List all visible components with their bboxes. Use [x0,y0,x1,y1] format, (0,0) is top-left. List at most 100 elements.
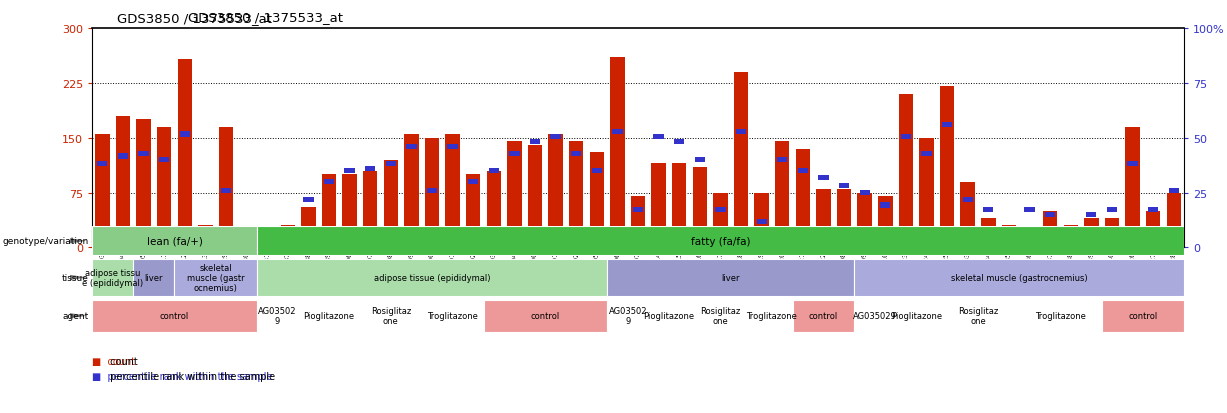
Bar [528,146,542,248]
Bar [548,135,563,248]
Bar [858,193,872,248]
Bar [345,169,355,174]
Bar [157,127,172,248]
Bar [777,158,788,163]
Polygon shape [70,275,87,280]
Bar [282,240,293,244]
Bar [260,233,275,248]
Bar [487,171,501,248]
Bar [590,153,604,248]
Text: Rosiglitaz
one: Rosiglitaz one [371,306,411,325]
Bar [798,169,809,174]
Bar [551,134,561,140]
Bar [652,164,666,248]
Bar [896,300,936,332]
Bar [1065,229,1076,234]
Bar [1045,212,1055,218]
Text: GDS3850 / 1375533_at: GDS3850 / 1375533_at [188,11,342,24]
Bar [1001,226,1016,248]
Bar [839,183,849,188]
Bar [793,300,854,332]
Bar [1102,300,1184,332]
Bar [218,127,233,248]
Bar [385,161,396,166]
Text: liver: liver [721,273,740,282]
Bar [1086,212,1097,218]
Bar [239,230,254,248]
Bar [321,175,336,248]
Text: AG035029: AG035029 [853,311,897,320]
Text: Troglitazone: Troglitazone [427,311,479,320]
Bar [360,300,422,332]
Bar [648,300,690,332]
Bar [607,259,854,297]
Bar [115,116,130,248]
Bar [983,207,994,212]
Bar [1020,300,1102,332]
Bar [713,193,728,248]
Bar [448,145,458,150]
Text: liver: liver [145,273,163,282]
Bar [755,193,769,248]
Bar [1167,193,1180,248]
Bar [303,198,314,203]
Text: lean (fa/+): lean (fa/+) [146,236,202,246]
Bar [880,203,891,208]
Bar [298,300,360,332]
Bar [860,190,870,196]
Text: GDS3850 / 1375533_at: GDS3850 / 1375533_at [117,12,271,25]
Text: fatty (fa/fa): fatty (fa/fa) [691,236,750,246]
Bar [1168,188,1179,193]
Bar [445,135,460,248]
Bar [921,152,931,157]
Bar [1107,207,1117,212]
Bar [736,130,746,135]
Bar [1104,218,1119,248]
Bar [672,164,686,248]
Bar [961,182,975,248]
Bar [281,226,294,248]
Bar [467,180,479,185]
Bar [1004,229,1014,234]
Bar [751,300,793,332]
Bar [879,197,892,248]
Bar [198,226,212,248]
Bar [795,149,810,248]
Bar [363,171,378,248]
Bar [174,259,256,297]
Bar [692,168,707,248]
Bar [694,158,706,163]
Bar [674,140,685,145]
Bar [404,135,418,248]
Bar [178,59,191,248]
Bar [631,197,645,248]
Bar [92,300,256,332]
Bar [940,87,955,248]
Bar [96,135,109,248]
Bar [427,188,437,193]
Text: Pioglitazone: Pioglitazone [303,311,355,320]
Bar [610,58,625,248]
Text: Troglitazone: Troglitazone [746,311,798,320]
Bar [654,134,664,140]
Bar [301,208,315,248]
Bar [818,176,828,181]
Bar [422,300,483,332]
Bar [715,207,725,212]
Bar [342,175,357,248]
Bar [962,198,973,203]
Bar [488,169,499,174]
Bar [134,259,174,297]
Bar [607,300,648,332]
Text: control: control [1128,311,1157,320]
Bar [118,154,128,159]
Text: Pioglitazone: Pioglitazone [891,311,942,320]
Text: control: control [160,311,189,320]
Bar [509,152,519,157]
Bar [406,145,416,150]
Text: AG03502
9: AG03502 9 [609,306,647,325]
Polygon shape [70,239,87,244]
Text: Rosiglitaz
one: Rosiglitaz one [701,306,741,325]
Text: ■  count: ■ count [92,356,135,366]
Text: percentile rank within the sample: percentile rank within the sample [107,371,275,381]
